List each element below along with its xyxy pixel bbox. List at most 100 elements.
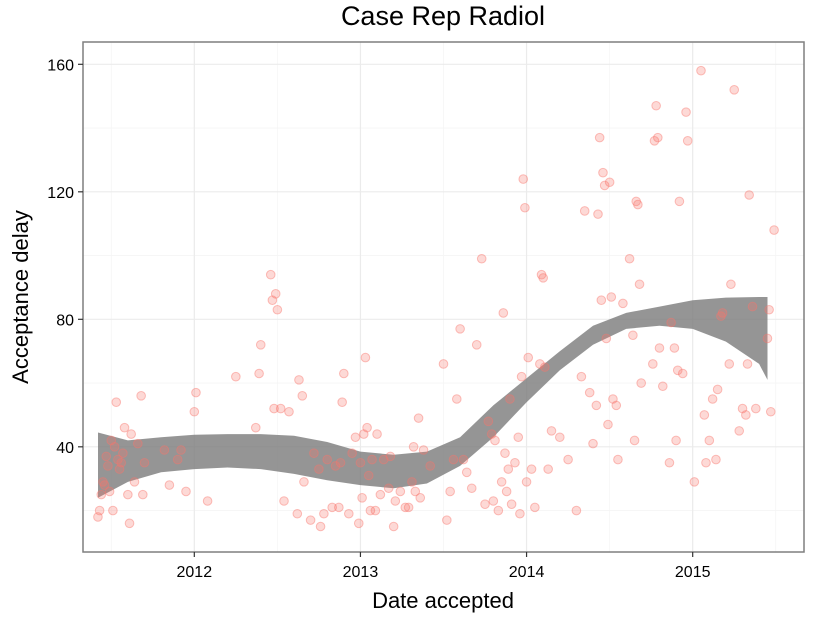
data-point (395, 486, 406, 497)
data-point (372, 429, 382, 439)
data-point (118, 448, 128, 458)
data-point (136, 391, 146, 401)
data-point (270, 289, 281, 299)
data-point (601, 333, 612, 344)
data-point (458, 454, 469, 465)
data-point (649, 136, 660, 146)
data-point (634, 279, 645, 290)
data-point (563, 454, 573, 465)
y-tick-label: 120 (47, 185, 74, 202)
data-point (734, 426, 745, 436)
data-point (327, 502, 337, 513)
smooth-confidence-band (98, 297, 768, 498)
data-point (116, 457, 127, 468)
data-point (360, 352, 371, 363)
data-point (191, 387, 201, 398)
data-point (101, 451, 112, 462)
data-point (516, 371, 527, 382)
data-point (347, 448, 357, 458)
data-point (231, 371, 241, 382)
data-point (357, 493, 367, 503)
data-point (448, 454, 459, 465)
data-point (94, 505, 105, 516)
x-tick-label: 2012 (177, 564, 213, 581)
data-point (106, 435, 117, 446)
data-point (540, 362, 550, 372)
data-point (490, 435, 500, 446)
data-point (408, 442, 419, 452)
data-point (747, 301, 758, 312)
data-point (353, 518, 364, 529)
data-point (309, 448, 319, 458)
data-point (751, 403, 761, 414)
data-point (648, 359, 658, 369)
x-axis-title: Date accepted (372, 588, 514, 613)
data-point (596, 295, 607, 305)
x-tick-label: 2014 (509, 564, 545, 581)
data-point (769, 225, 779, 235)
data-point (375, 489, 386, 500)
data-point (315, 521, 326, 532)
data-point (108, 505, 118, 516)
data-point (543, 464, 553, 474)
y-tick-label: 80 (56, 312, 74, 329)
data-point (104, 486, 115, 497)
data-point (501, 486, 512, 497)
data-point (322, 454, 333, 465)
data-point (123, 489, 133, 500)
data-point (500, 448, 510, 458)
data-point (442, 515, 452, 525)
data-point (681, 107, 691, 117)
data-point (530, 502, 540, 513)
data-point (503, 464, 514, 474)
data-point (526, 464, 537, 474)
y-axis: 40 80 120 160 (47, 57, 83, 457)
data-point (677, 368, 688, 379)
data-point (496, 477, 507, 487)
data-point (383, 483, 394, 494)
data-point (629, 435, 640, 446)
data-point (189, 406, 200, 417)
data-point (571, 505, 582, 516)
data-point (334, 502, 344, 513)
data-point (523, 352, 534, 363)
data-point (653, 132, 663, 143)
data-point (707, 394, 718, 404)
data-point (729, 85, 740, 95)
data-point (576, 371, 587, 382)
data-point (362, 422, 372, 433)
data-point (109, 442, 120, 452)
data-point (400, 502, 411, 513)
data-point (388, 521, 399, 532)
y-axis-title: Acceptance delay (8, 210, 33, 384)
data-point (651, 100, 661, 111)
data-point (265, 269, 276, 280)
data-point (599, 180, 610, 191)
data-point (741, 410, 751, 420)
y-tick-label: 40 (56, 440, 74, 457)
data-point (711, 454, 721, 465)
data-point (520, 202, 530, 213)
data-point (762, 333, 773, 344)
data-point (606, 292, 617, 302)
data-point (483, 416, 494, 427)
data-point (631, 196, 642, 207)
data-point (664, 457, 675, 468)
data-point (365, 505, 376, 516)
data-point (506, 499, 517, 509)
data-point (476, 253, 487, 264)
data-point (628, 330, 638, 341)
data-point (403, 502, 414, 513)
data-point (111, 397, 122, 407)
data-point (250, 422, 261, 433)
data-point (176, 445, 186, 455)
data-point (99, 480, 110, 490)
data-point (611, 400, 622, 411)
data-point (378, 454, 389, 465)
data-point (765, 406, 776, 417)
data-point (536, 269, 547, 280)
data-point (139, 457, 150, 468)
data-point (337, 397, 347, 407)
data-point (618, 298, 628, 309)
